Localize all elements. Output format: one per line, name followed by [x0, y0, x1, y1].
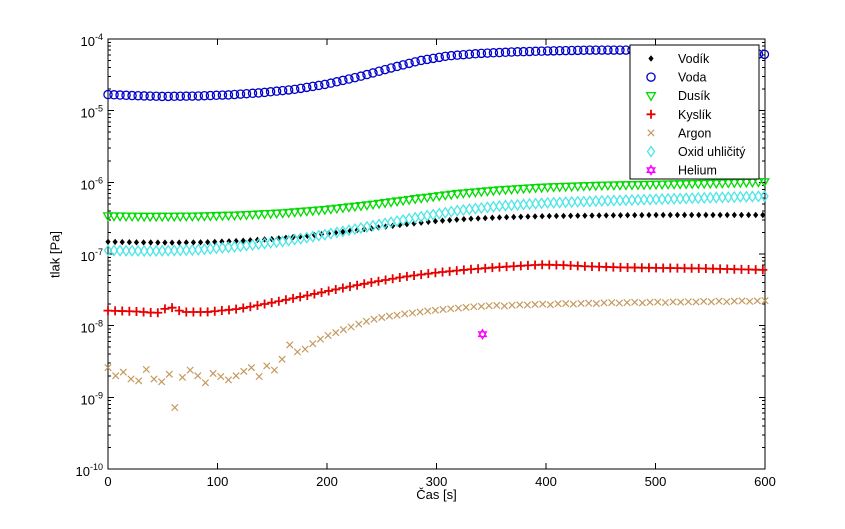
- series-helium: [477, 328, 488, 341]
- x-tick-label: 300: [426, 474, 448, 489]
- y-tick-label: 10-8: [81, 319, 103, 336]
- y-tick-label: 10-6: [81, 175, 103, 192]
- x-tick-label: 600: [754, 474, 776, 489]
- legend-label: Vodík: [678, 52, 710, 66]
- legend-item-helium: Helium: [646, 164, 717, 178]
- x-tick-label: 0: [104, 474, 111, 489]
- legend-label: Dusík: [678, 89, 711, 103]
- legend-kyslik-marker-icon: [646, 109, 656, 119]
- legend-label: Kyslík: [678, 108, 712, 122]
- series-kyslik: [103, 260, 768, 318]
- series-dusik: [102, 178, 770, 223]
- legend: Vodík Voda Dusík Kyslík Argon Oxid uhličitý He…: [629, 44, 760, 180]
- y-tick-label: 10-5: [81, 104, 103, 121]
- legend-item-voda: Voda: [646, 71, 707, 85]
- legend-oxid-uhlicity-marker-icon: [646, 145, 656, 158]
- y-tick-label: 10-4: [81, 32, 103, 49]
- legend-item-dusik: Dusík: [645, 89, 711, 103]
- legend-voda-marker-icon: [646, 72, 656, 82]
- x-tick-label: 200: [316, 474, 338, 489]
- legend-item-oxid-uhlicity: Oxid uhličitý: [646, 145, 746, 159]
- legend-helium-marker-icon: [646, 164, 656, 176]
- legend-label: Helium: [678, 164, 717, 178]
- legend-label: Voda: [678, 71, 707, 85]
- x-axis-label: Čas [s]: [416, 487, 457, 502]
- legend-argon-marker-icon: [647, 129, 655, 137]
- legend-dusik-marker-icon: [645, 92, 657, 102]
- legend-item-vodik: Vodík: [648, 52, 710, 66]
- series-argon: [104, 296, 769, 412]
- y-tick-label: 10-10: [76, 462, 103, 479]
- x-tick-label: 100: [207, 474, 229, 489]
- y-axis-label: tlak [Pa]: [47, 231, 63, 278]
- y-axis-ticks: 10-10 10-9 10-8 10-7 10-6 10-5 10-4: [76, 32, 765, 479]
- legend-item-kyslik: Kyslík: [646, 108, 712, 122]
- x-axis-ticks: 0 100 200 300 400 500 600: [104, 39, 776, 489]
- legend-vodik-marker-icon: [648, 55, 654, 62]
- y-tick-label: 10-9: [81, 390, 103, 407]
- legend-item-argon: Argon: [647, 126, 711, 140]
- legend-label: Argon: [678, 126, 711, 140]
- series-oxid-uhlicity: [103, 190, 769, 258]
- x-tick-label: 400: [535, 474, 557, 489]
- x-tick-label: 500: [645, 474, 667, 489]
- legend-label: Oxid uhličitý: [678, 145, 746, 159]
- y-tick-label: 10-7: [81, 247, 103, 264]
